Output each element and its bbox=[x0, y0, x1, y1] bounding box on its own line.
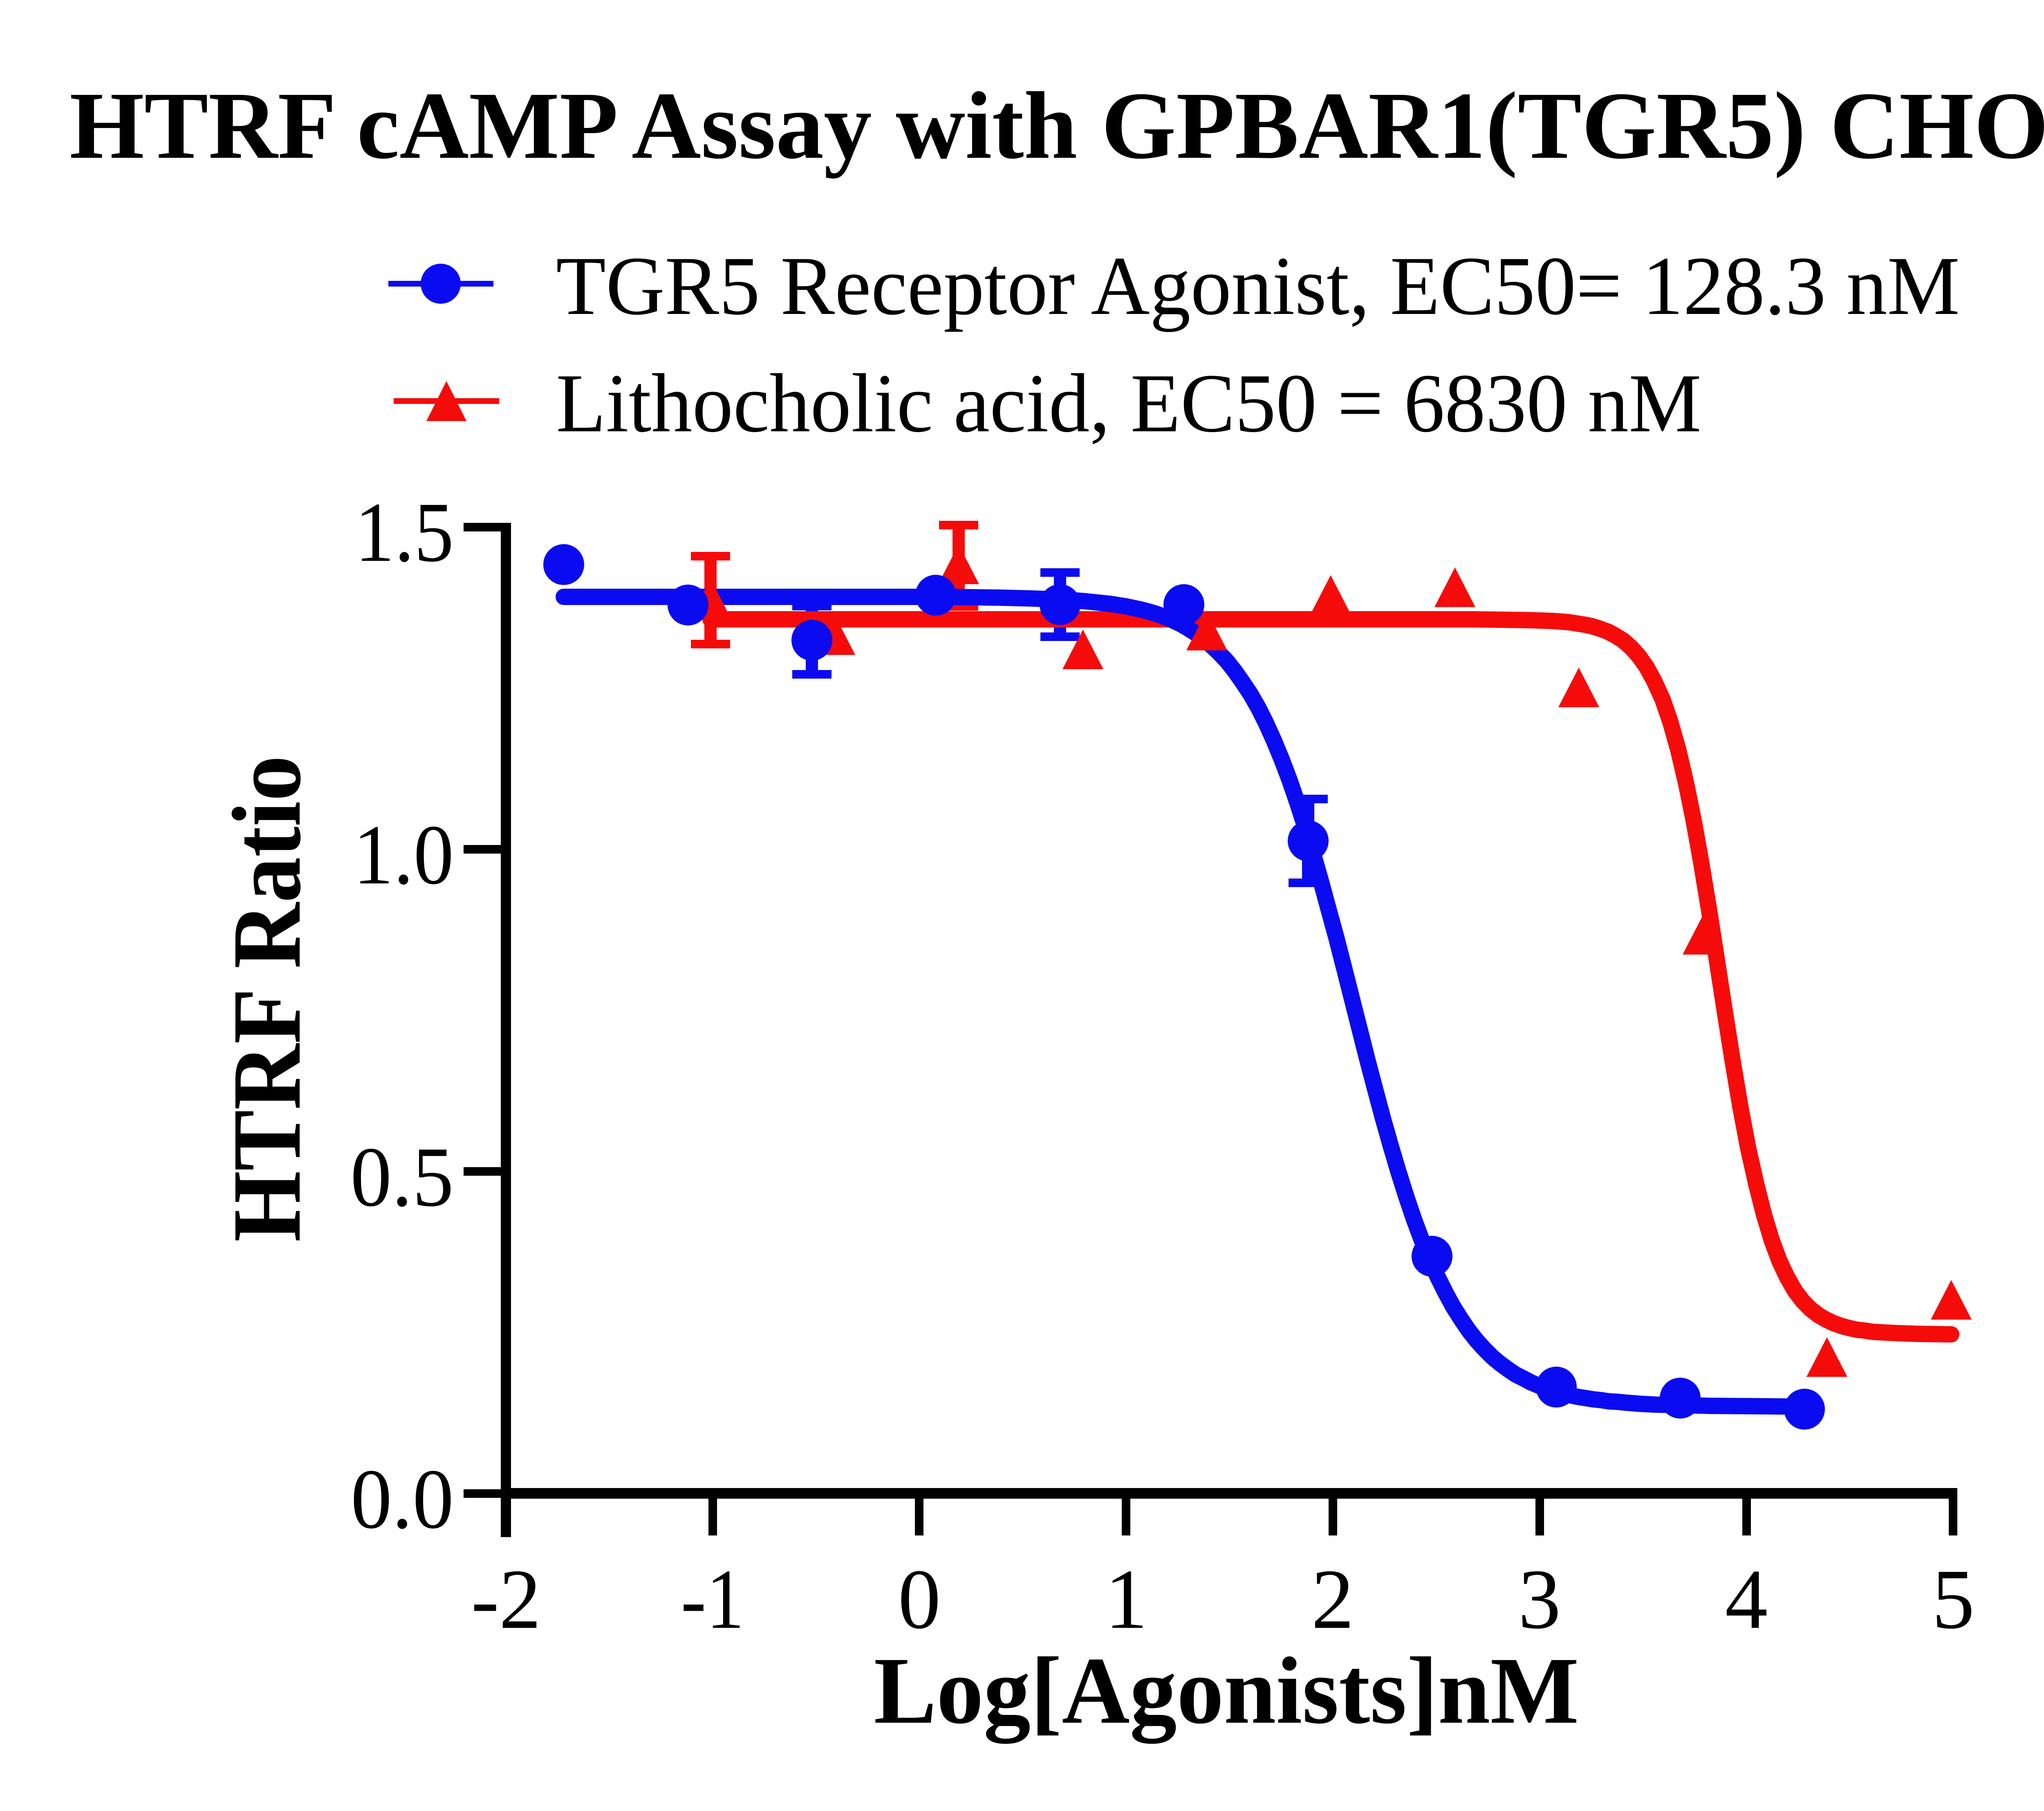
svg-text:Lithocholic acid, EC50 = 6830: Lithocholic acid, EC50 = 6830 nM bbox=[556, 357, 1701, 450]
svg-text:0.5: 0.5 bbox=[350, 1130, 454, 1224]
svg-text:4: 4 bbox=[1725, 1552, 1768, 1647]
svg-text:1.0: 1.0 bbox=[353, 808, 454, 902]
svg-text:HTRF Ratio: HTRF Ratio bbox=[212, 755, 321, 1242]
svg-text:1: 1 bbox=[1105, 1552, 1148, 1647]
svg-text:Log[Agonists]nM: Log[Agonists]nM bbox=[874, 1637, 1579, 1744]
svg-text:0.0: 0.0 bbox=[351, 1452, 454, 1547]
svg-text:5: 5 bbox=[1932, 1552, 1975, 1647]
svg-text:-2: -2 bbox=[471, 1552, 541, 1647]
svg-text:3: 3 bbox=[1518, 1552, 1561, 1647]
svg-text:0: 0 bbox=[898, 1552, 941, 1647]
svg-text:TGR5 Receptor Agonist, EC50= 1: TGR5 Receptor Agonist, EC50= 128.3 nM bbox=[556, 240, 1960, 332]
svg-text:2: 2 bbox=[1311, 1552, 1354, 1647]
svg-text:1.5: 1.5 bbox=[355, 485, 454, 580]
svg-text:HTRF cAMP Assay with GPBAR1(TG: HTRF cAMP Assay with GPBAR1(TGR5) CHO(C2… bbox=[69, 72, 2044, 179]
svg-text:-1: -1 bbox=[681, 1552, 744, 1647]
